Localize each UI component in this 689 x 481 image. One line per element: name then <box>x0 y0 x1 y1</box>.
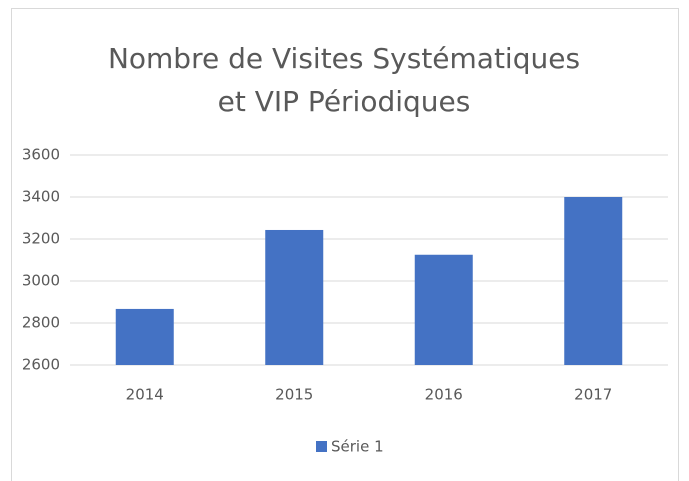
y-tick-label: 2600 <box>22 356 60 374</box>
y-tick-label: 3000 <box>22 272 60 290</box>
y-tick-label: 3600 <box>22 146 60 164</box>
chart-title: Nombre de Visites Systématiques <box>108 42 580 75</box>
y-tick-label: 3400 <box>22 188 60 206</box>
bar <box>564 197 623 365</box>
bar <box>265 229 324 365</box>
legend-swatch <box>316 441 327 452</box>
x-tick-label: 2014 <box>126 386 164 404</box>
legend-label: Série 1 <box>331 438 384 456</box>
chart-title: et VIP Périodiques <box>218 85 471 118</box>
x-tick-label: 2016 <box>425 386 463 404</box>
y-tick-label: 3200 <box>22 230 60 248</box>
x-tick-label: 2017 <box>574 386 612 404</box>
bar <box>115 308 174 365</box>
x-tick-label: 2015 <box>275 386 313 404</box>
bar <box>414 254 473 365</box>
y-tick-label: 2800 <box>22 314 60 332</box>
